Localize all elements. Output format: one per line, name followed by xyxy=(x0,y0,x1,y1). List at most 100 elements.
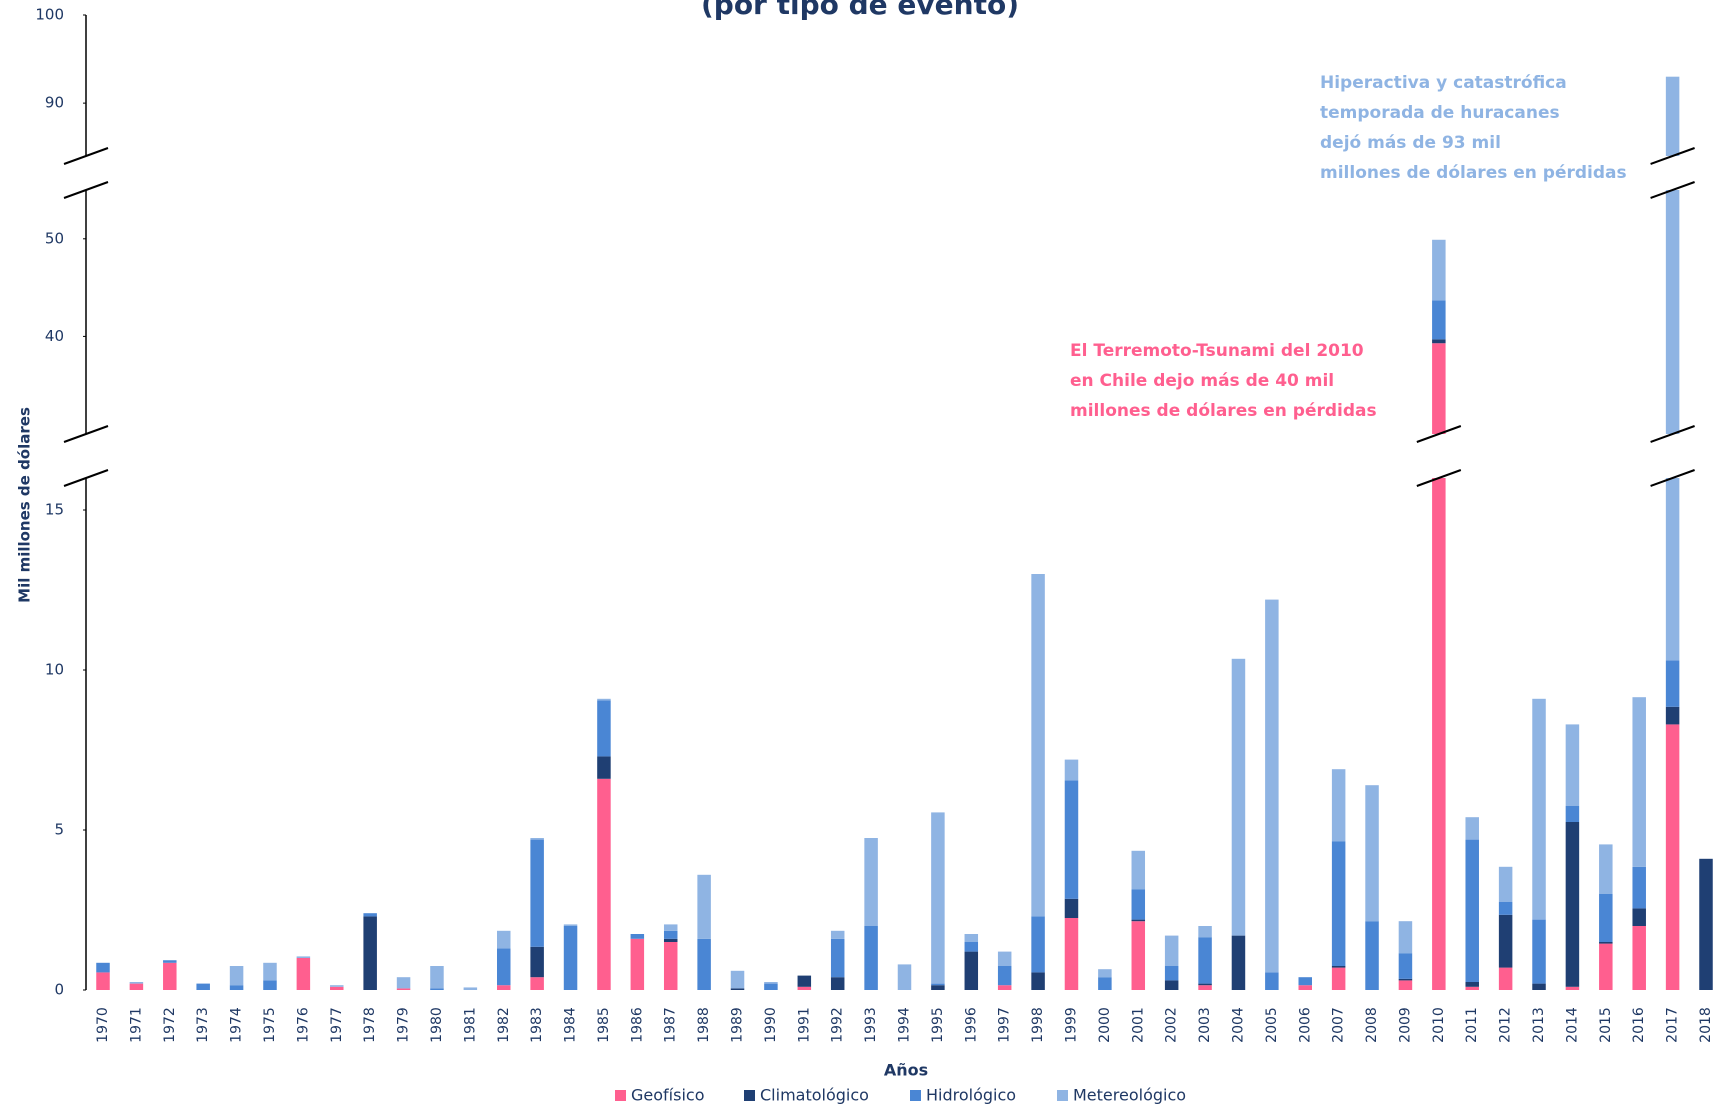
bar-segment xyxy=(96,962,110,973)
bar-segment xyxy=(997,951,1012,966)
bar-segment xyxy=(730,988,745,990)
x-tick-label: 1983 xyxy=(529,1007,545,1043)
bar-segment xyxy=(797,986,812,990)
bar-segment xyxy=(1331,967,1346,990)
bar-segment xyxy=(1632,697,1646,867)
bar-segment xyxy=(864,838,878,926)
bar-segment xyxy=(1265,972,1279,990)
bar-segment xyxy=(830,977,845,990)
bar-segment xyxy=(1465,986,1479,990)
bar-segment xyxy=(1031,972,1045,990)
legend-label: Hidrológico xyxy=(926,1086,1016,1105)
x-tick-label: 1975 xyxy=(262,1007,278,1043)
bar-segment xyxy=(1632,908,1646,926)
bar-segment xyxy=(1365,785,1379,922)
x-tick-label: 1986 xyxy=(629,1007,645,1043)
bar-segment xyxy=(1599,894,1613,942)
x-tick-label: 1977 xyxy=(329,1007,345,1043)
bar-segment xyxy=(630,934,645,939)
bar-segment xyxy=(1131,850,1146,890)
bar-segment xyxy=(1498,866,1513,902)
bar-segment xyxy=(1465,982,1479,987)
bar-segment xyxy=(663,924,678,931)
bar-segment xyxy=(163,960,177,963)
x-tick-label: 1993 xyxy=(863,1007,879,1043)
bar-segment xyxy=(1198,983,1212,986)
y-tick-label: 40 xyxy=(45,327,64,345)
bar-segment xyxy=(296,958,311,990)
y-tick-label: 15 xyxy=(45,501,64,519)
bar-segment xyxy=(229,966,244,986)
bar-segment xyxy=(697,874,711,939)
bar-segment xyxy=(1064,918,1079,990)
y-axis-label: Mil millones de dólares xyxy=(16,407,34,603)
bar-segment xyxy=(1599,844,1613,894)
y-tick-label: 0 xyxy=(54,981,64,999)
x-tick-label: 1990 xyxy=(763,1007,779,1043)
x-tick-label: 1985 xyxy=(596,1007,612,1043)
x-tick-label: 2016 xyxy=(1631,1007,1647,1043)
x-tick-label: 1978 xyxy=(362,1007,378,1043)
bar-segment xyxy=(497,985,511,990)
bar-segment xyxy=(1532,919,1546,984)
bar-segment xyxy=(129,983,144,990)
annotation: millones de dólares en pérdidas xyxy=(1320,163,1627,183)
x-tick-label: 1989 xyxy=(730,1007,746,1043)
x-tick-label: 1992 xyxy=(830,1007,846,1043)
y-tick-label: 50 xyxy=(45,229,64,247)
bar-segment xyxy=(530,977,544,990)
legend-swatch xyxy=(744,1090,755,1101)
bar-segment xyxy=(730,970,745,989)
bar-segment xyxy=(1632,926,1646,990)
bar-segment xyxy=(1231,935,1246,990)
bar-segment xyxy=(1565,806,1580,822)
x-tick-label: 1976 xyxy=(295,1007,311,1043)
x-tick-label: 1984 xyxy=(563,1007,579,1043)
bar-segment xyxy=(396,977,411,989)
x-tick-label: 1982 xyxy=(496,1007,512,1043)
bar-segment xyxy=(764,983,778,990)
bar-segment xyxy=(1331,769,1346,842)
bar-segment xyxy=(363,916,377,990)
x-tick-label: 1988 xyxy=(696,1007,712,1043)
bar-segment xyxy=(1398,921,1413,954)
bar-segment xyxy=(1498,902,1513,915)
bar-segment xyxy=(1665,706,1680,725)
bar-segment xyxy=(1198,985,1212,990)
x-tick-label: 1972 xyxy=(162,1007,178,1043)
bar-segment xyxy=(1632,866,1646,909)
bar-segment xyxy=(663,942,678,990)
bar-segment xyxy=(1432,343,1446,434)
bar-segment xyxy=(764,982,778,984)
x-axis-label: Años xyxy=(884,1061,928,1080)
annotation: en Chile dejo más de 40 mil xyxy=(1070,371,1334,391)
axis-break xyxy=(1650,425,1695,443)
bar-segment xyxy=(1432,478,1446,990)
bar-segment xyxy=(1498,914,1513,968)
bar-segment xyxy=(597,700,611,757)
legend-label: Climatológico xyxy=(760,1086,869,1105)
legend-label: Geofísico xyxy=(631,1086,704,1105)
bar-segment xyxy=(1131,889,1146,920)
axis-break xyxy=(63,469,109,487)
bar-segment xyxy=(163,962,177,990)
bar-segment xyxy=(463,987,478,990)
bar-segment xyxy=(663,938,678,942)
bar-segment xyxy=(1064,898,1079,918)
y-tick-label: 5 xyxy=(54,821,64,839)
x-tick-label: 2002 xyxy=(1164,1007,1180,1043)
bar-segment xyxy=(196,983,210,990)
bar-segment xyxy=(1064,759,1079,781)
bar-segment xyxy=(530,838,544,840)
bar-segment xyxy=(263,962,277,981)
x-tick-label: 2009 xyxy=(1397,1007,1413,1043)
x-tick-label: 1973 xyxy=(195,1007,211,1043)
y-tick-label: 10 xyxy=(45,661,64,679)
bar-segment xyxy=(263,980,277,990)
bar-segment xyxy=(1565,724,1580,806)
bar-segment xyxy=(1198,937,1212,984)
x-tick-label: 1974 xyxy=(229,1007,245,1043)
annotation: Hiperactiva y catastrófica xyxy=(1320,73,1567,93)
bar-segment xyxy=(1331,966,1346,968)
bar-segment xyxy=(964,934,979,942)
